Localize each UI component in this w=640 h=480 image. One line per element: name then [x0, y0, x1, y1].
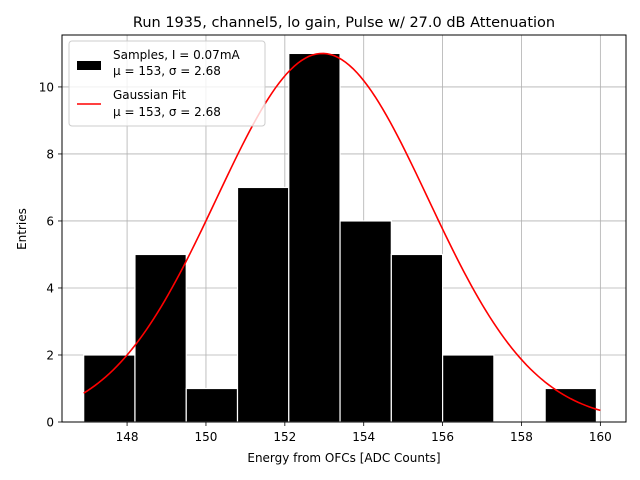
axes-frame: [61, 34, 627, 423]
x-tick-label: 152: [273, 430, 296, 444]
y-tick-label: 10: [39, 80, 54, 94]
legend: Samples, I = 0.07mA μ = 153, σ = 2.68 Ga…: [68, 40, 266, 127]
y-tick-label: 4: [46, 281, 54, 295]
x-tick-label: 156: [431, 430, 454, 444]
histogram-bars: [83, 52, 598, 423]
x-tick-label: 150: [195, 430, 218, 444]
histogram-bar: [288, 52, 341, 423]
legend-stats-fit: μ = 153, σ = 2.68: [113, 105, 221, 119]
y-tick-label: 6: [46, 214, 54, 228]
y-axis-label: Entries: [15, 208, 29, 250]
gaussian-fit-curve: [83, 52, 601, 412]
histogram-bar: [339, 220, 392, 423]
legend-stats-samples: μ = 153, σ = 2.68: [113, 64, 221, 78]
x-axis-label: Energy from OFCs [ADC Counts]: [247, 451, 440, 465]
y-tick-label: 2: [46, 348, 54, 362]
x-tick-label: 148: [116, 430, 139, 444]
histogram-bar: [236, 186, 290, 423]
y-tick-label: 0: [46, 416, 54, 430]
y-tick-label: 8: [46, 147, 54, 161]
legend-label-fit: Gaussian Fit: [113, 88, 186, 102]
x-tick-label: 158: [510, 430, 533, 444]
legend-swatch-samples: [77, 61, 101, 70]
histogram-bar: [442, 354, 495, 423]
legend-label-samples: Samples, I = 0.07mA: [113, 48, 241, 62]
x-tick-label: 160: [589, 430, 612, 444]
histogram-bar: [185, 387, 239, 423]
legend-box: [68, 40, 266, 127]
chart-title: Run 1935, channel5, lo gain, Pulse w/ 27…: [133, 15, 555, 31]
histogram-bar: [390, 253, 444, 423]
axis-ticks: 148 150 152 154 156 158 160 0 2 4 6 8 10: [39, 80, 612, 444]
x-tick-label: 154: [352, 430, 375, 444]
histogram-bar: [544, 387, 598, 423]
histogram-bar: [134, 253, 187, 423]
